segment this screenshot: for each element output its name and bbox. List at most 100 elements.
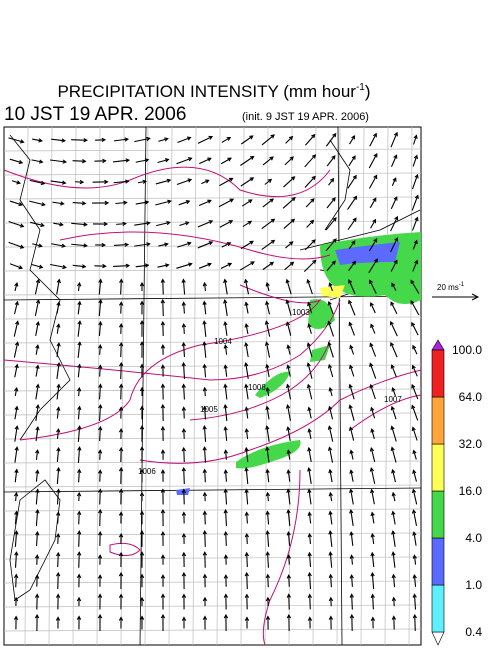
wind-arrow [240, 240, 254, 250]
wind-arrowhead [208, 241, 214, 246]
wind-arrow [349, 365, 355, 377]
grid-line [3, 196, 422, 200]
wind-arrowhead [160, 278, 165, 283]
wind-arrow [287, 470, 291, 482]
wind-arrow [266, 511, 270, 525]
wind-arrowhead [286, 531, 291, 536]
wind-arrowhead [352, 217, 357, 222]
wind-arrowhead [307, 571, 312, 577]
wind-arrowhead [391, 282, 396, 287]
wind-arrow [410, 300, 420, 316]
wind-arrowhead [393, 259, 398, 264]
wind-arrowhead [146, 221, 151, 226]
wind-arrow [8, 241, 24, 249]
wind-arrowhead [250, 261, 255, 266]
wind-arrowhead [14, 530, 19, 535]
wind-arrowhead [181, 322, 187, 328]
wind-arrowhead [286, 508, 291, 514]
wind-arrow [50, 159, 66, 163]
wind-arrowhead [327, 320, 332, 326]
wind-arrowhead [290, 218, 296, 223]
wind-arrow [328, 364, 334, 378]
wind-arrow [308, 533, 312, 545]
wind-arrow [371, 429, 375, 439]
wind-arrow [286, 300, 292, 316]
wind-arrow [240, 135, 254, 145]
wind-arrowhead [223, 425, 228, 431]
wind-arrowhead [15, 320, 20, 325]
wind-arrowhead [352, 174, 357, 180]
grid-line [3, 412, 422, 416]
wind-arrowhead [14, 341, 20, 346]
wind-arrow [14, 426, 18, 442]
wind-arrowhead [97, 574, 103, 579]
wind-arrow [369, 363, 377, 379]
wind-arrowhead [311, 175, 316, 181]
wind-arrow [349, 405, 355, 421]
wind-arrow [262, 261, 274, 271]
wind-arrowhead [391, 596, 397, 602]
wind-arrow [286, 279, 292, 295]
wind-arrowhead [289, 241, 294, 246]
wind-arrowhead [139, 468, 145, 474]
wind-arrow [413, 532, 417, 546]
wind-arrow [412, 260, 418, 272]
wind-arrowhead [208, 135, 214, 140]
wind-arrow [286, 322, 292, 336]
wind-arrow [309, 594, 311, 610]
wind-arrowhead [286, 613, 292, 619]
wind-arrowhead [124, 242, 130, 247]
wind-arrowhead [83, 138, 88, 143]
wind-arrowhead [77, 320, 82, 325]
wind-arrowhead [307, 466, 312, 472]
wind-arrow [13, 321, 19, 337]
wind-arrow [14, 282, 18, 292]
wind-arrow [308, 489, 312, 505]
grid-line [336, 126, 341, 646]
grid-line [192, 126, 197, 646]
wind-arrowhead [14, 281, 19, 287]
wind-arrowhead [97, 554, 103, 559]
wind-arrowhead [244, 406, 249, 411]
wind-arrowhead [370, 406, 375, 412]
wind-arrowhead [411, 364, 416, 370]
wind-arrow [412, 510, 418, 526]
wind-arrow [245, 407, 249, 419]
wind-arrow [371, 512, 375, 524]
colorbar-under [431, 631, 445, 646]
wind-arrow [287, 532, 291, 546]
wind-arrowhead [411, 404, 416, 410]
wind-arrow [347, 196, 357, 210]
wind-arrow [56, 302, 60, 314]
wind-arrow [9, 263, 23, 269]
wind-arrowhead [285, 321, 291, 326]
wind-arrow [156, 221, 170, 227]
wind-arrowhead [330, 177, 335, 183]
wind-arrowhead [244, 488, 249, 494]
colorbar-label: 100.0 [452, 343, 482, 357]
wind-arrowhead [327, 446, 333, 451]
wind-arrow [197, 136, 213, 144]
wind-arrow [8, 220, 24, 228]
wind-arrow [412, 427, 418, 441]
wind-arrowhead [307, 511, 312, 517]
wind-arrow [392, 531, 396, 547]
wind-arrow [224, 489, 228, 505]
wind-arrowhead [125, 158, 131, 163]
latitude-line [3, 487, 422, 493]
wind-arrow [220, 263, 232, 269]
wind-arrowhead [265, 405, 270, 411]
wind-arrowhead [144, 158, 150, 163]
wind-arrowhead [160, 383, 166, 388]
wind-arrow [14, 469, 18, 483]
wind-arrowhead [414, 259, 419, 265]
wind-arrowhead [160, 530, 166, 536]
wind-arrow [77, 364, 81, 378]
wind-arrowhead [311, 239, 316, 244]
wind-arrowhead [349, 554, 354, 559]
wind-arrow [329, 387, 333, 397]
wind-arrow [369, 280, 377, 294]
wind-arrowhead [312, 259, 317, 264]
wind-arrowhead [160, 613, 166, 619]
wind-arrow [411, 322, 419, 336]
